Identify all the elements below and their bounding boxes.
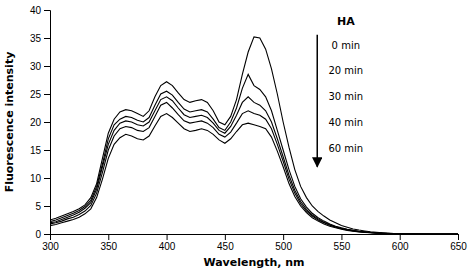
x-tick-mark <box>283 234 284 240</box>
x-tick-label: 550 <box>334 241 351 252</box>
x-tick: 300 <box>42 234 59 252</box>
series-line <box>50 37 458 234</box>
y-tick: 20 <box>30 117 50 128</box>
x-tick: 600 <box>392 234 409 252</box>
y-tick-label: 0 <box>35 229 41 240</box>
legend: HA 0 min 20 min 30 min 40 min 60 min <box>317 15 363 167</box>
y-tick-label: 25 <box>30 89 42 100</box>
legend-entry: 30 min <box>328 91 363 102</box>
x-tick-mark <box>225 234 226 240</box>
x-tick-label: 600 <box>392 241 409 252</box>
legend-entry: 60 min <box>328 143 363 154</box>
y-axis-title: Fluorescence intensity <box>3 52 16 193</box>
legend-title: HA <box>337 15 355 28</box>
x-tick: 550 <box>334 234 351 252</box>
x-tick: 350 <box>100 234 117 252</box>
y-tick: 10 <box>30 173 50 184</box>
chart-container: 300 350 400 450 500 550 600 650 0 5 10 15 20 25 30 35 40… <box>0 0 474 272</box>
y-tick-mark <box>44 94 50 95</box>
series-line <box>50 102 458 234</box>
y-tick-mark <box>44 150 50 151</box>
y-tick-mark <box>44 10 50 11</box>
x-tick: 500 <box>275 234 292 252</box>
x-axis: 300 350 400 450 500 550 600 650 <box>42 234 467 252</box>
x-axis-line <box>51 235 459 241</box>
plot-area: 300 350 400 450 500 550 600 650 0 5 10 15 20 25 30 35 40… <box>30 5 467 252</box>
y-tick-label: 30 <box>30 61 42 72</box>
x-tick-mark <box>458 234 459 240</box>
y-tick-mark <box>44 122 50 123</box>
y-tick-mark <box>44 38 50 39</box>
arrow <box>316 35 318 167</box>
x-tick-label: 450 <box>217 241 234 252</box>
y-tick-label: 15 <box>30 145 42 156</box>
y-tick: 35 <box>30 33 50 44</box>
series-line <box>50 97 458 234</box>
y-tick-mark <box>44 206 50 207</box>
y-tick: 30 <box>30 61 50 72</box>
lines <box>50 37 458 234</box>
y-tick-label: 40 <box>30 5 42 16</box>
y-tick: 15 <box>30 145 50 156</box>
x-tick-label: 500 <box>275 241 292 252</box>
y-tick: 40 <box>30 5 50 16</box>
series-line <box>50 74 458 234</box>
x-axis-title: Wavelength, nm <box>203 256 304 269</box>
x-tick-label: 400 <box>159 241 176 252</box>
legend-entry: 20 min <box>328 65 363 76</box>
legend-entry: 0 min <box>332 40 360 51</box>
x-tick-mark <box>108 234 109 240</box>
y-tick-label: 5 <box>35 201 41 212</box>
x-tick: 450 <box>217 234 234 252</box>
y-tick-mark <box>44 178 50 179</box>
x-tick-label: 350 <box>100 241 117 252</box>
x-tick-label: 300 <box>42 241 59 252</box>
x-tick-mark <box>167 234 168 240</box>
y-tick: 0 <box>35 229 50 240</box>
y-axis-line <box>44 11 51 235</box>
y-axis: 0 5 10 15 20 25 30 35 40 <box>30 5 51 240</box>
x-tick-mark <box>341 234 342 240</box>
chart-svg: 300 350 400 450 500 550 600 650 0 5 10 15 20 25 30 35 40… <box>0 0 474 272</box>
x-tick-mark <box>400 234 401 240</box>
y-tick-mark <box>44 234 50 235</box>
y-tick: 5 <box>35 201 50 212</box>
x-tick: 400 <box>159 234 176 252</box>
legend-entry: 40 min <box>328 117 363 128</box>
y-tick-mark <box>44 66 50 67</box>
y-tick-label: 35 <box>30 33 42 44</box>
x-tick: 650 <box>450 234 467 252</box>
x-tick-label: 650 <box>450 241 467 252</box>
y-tick-label: 20 <box>30 117 42 128</box>
series-line <box>50 114 458 234</box>
y-tick: 25 <box>30 89 50 100</box>
y-tick-label: 10 <box>30 173 42 184</box>
